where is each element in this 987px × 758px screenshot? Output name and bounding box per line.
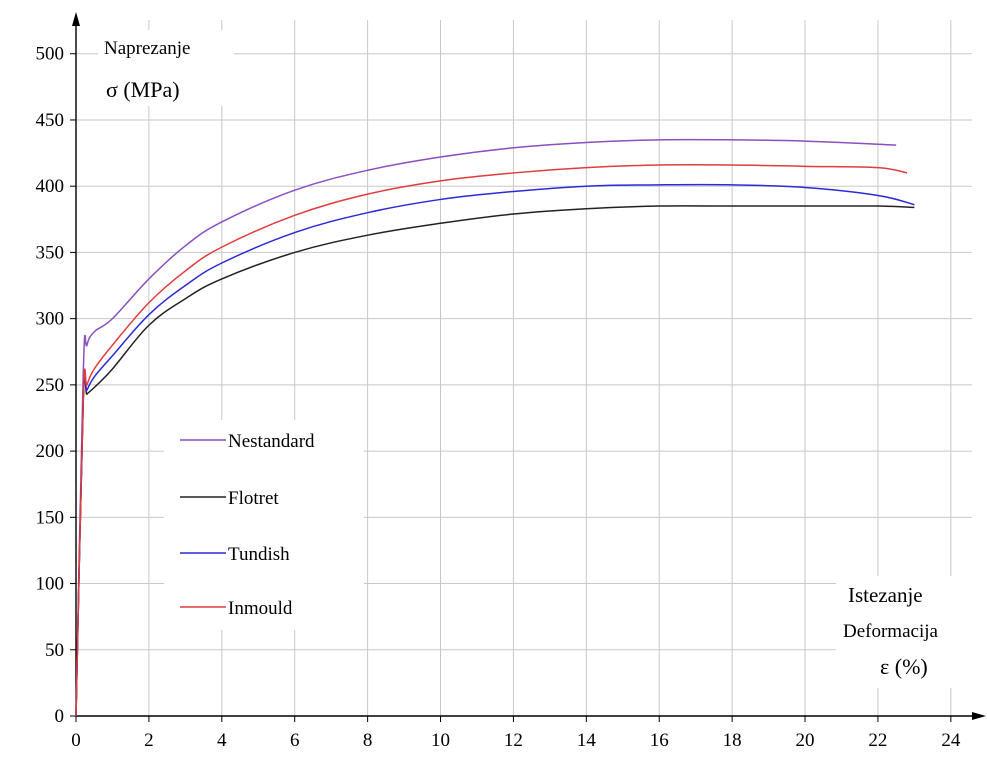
legend-background <box>164 420 364 630</box>
xlabel-background <box>836 576 974 688</box>
x-tick-label-8: 8 <box>363 730 373 751</box>
axes <box>70 12 986 722</box>
ylabel-line2: σ (MPa) <box>106 77 180 102</box>
tick-labels: 0 2 4 6 8 10 12 14 16 18 20 22 240501001502002503003… <box>36 44 961 751</box>
series-lines <box>75 138 915 717</box>
y-tick-label-200: 200 <box>36 441 65 462</box>
x-tick-label-24: 24 <box>941 730 961 751</box>
y-tick-label-500: 500 <box>36 44 65 65</box>
x-tick-label-6: 6 <box>290 730 300 751</box>
ylabel-background <box>98 30 234 106</box>
y-tick-label-100: 100 <box>36 574 65 595</box>
y-axis-arrow <box>72 12 80 26</box>
series-line-tundish <box>75 183 915 717</box>
legend-label-tundish: Tundish <box>228 544 290 565</box>
y-tick-label-50: 50 <box>45 640 64 661</box>
y-tick-label-250: 250 <box>36 375 65 396</box>
x-tick-label-20: 20 <box>796 730 815 751</box>
ylabel-line1: Naprezanje <box>104 38 191 59</box>
series-line-inmould <box>75 163 908 717</box>
series-line-nestandard <box>75 138 897 717</box>
y-tick-label-400: 400 <box>36 176 65 197</box>
x-tick-label-2: 2 <box>144 730 154 751</box>
x-axis-arrow <box>972 712 986 720</box>
x-tick-label-14: 14 <box>577 730 597 751</box>
legend-label-flotret: Flotret <box>228 488 279 509</box>
x-tick-label-16: 16 <box>650 730 669 751</box>
series-line-flotret <box>75 205 915 717</box>
y-tick-label-450: 450 <box>36 110 65 131</box>
x-tick-label-0: 0 <box>71 730 81 751</box>
legend: Nestandard Flotret Tundish Inmould <box>180 431 315 619</box>
legend-label-nestandard: Nestandard <box>228 431 315 452</box>
xlabel-line2: Deformacija <box>843 621 939 642</box>
y-tick-label-0: 0 <box>55 706 65 727</box>
y-tick-label-350: 350 <box>36 242 65 263</box>
x-tick-label-4: 4 <box>217 730 227 751</box>
x-tick-label-18: 18 <box>723 730 742 751</box>
x-tick-label-22: 22 <box>868 730 887 751</box>
x-tick-label-10: 10 <box>431 730 450 751</box>
xlabel-line3: ε (%) <box>880 654 928 679</box>
legend-label-inmould: Inmould <box>228 598 293 619</box>
y-tick-label-150: 150 <box>36 507 65 528</box>
xlabel-line1: Istezanje <box>848 583 923 607</box>
y-tick-label-300: 300 <box>36 309 65 330</box>
x-tick-label-12: 12 <box>504 730 523 751</box>
